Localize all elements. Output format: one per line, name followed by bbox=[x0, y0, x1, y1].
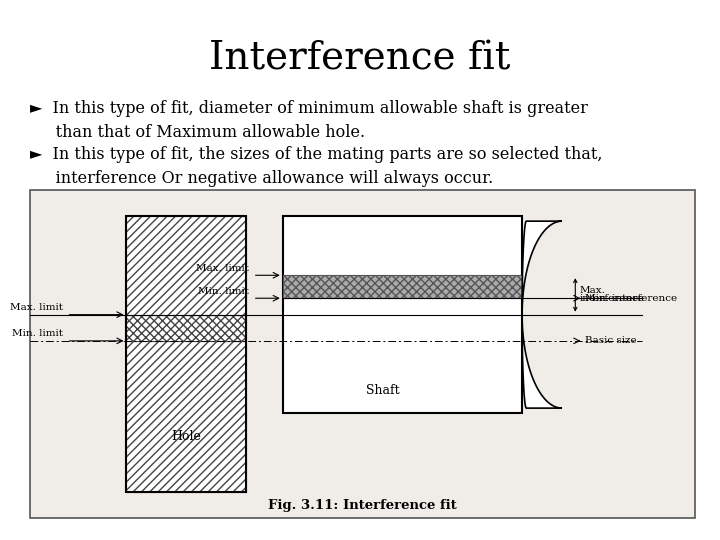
Text: Min. limit: Min. limit bbox=[199, 287, 249, 296]
Text: Max.: Max. bbox=[580, 286, 606, 295]
Text: Shaft: Shaft bbox=[366, 383, 400, 396]
Text: interference Or negative allowance will always occur.: interference Or negative allowance will … bbox=[30, 170, 493, 187]
Text: Hole: Hole bbox=[171, 429, 201, 442]
Text: Min. limit: Min. limit bbox=[12, 329, 63, 338]
Bar bbox=[283, 216, 522, 413]
Text: Basic size: Basic size bbox=[585, 336, 637, 346]
Text: than that of Maximum allowable hole.: than that of Maximum allowable hole. bbox=[30, 124, 365, 141]
Text: Interference fit: Interference fit bbox=[210, 40, 510, 77]
Polygon shape bbox=[522, 221, 562, 408]
Text: Min. interference: Min. interference bbox=[585, 294, 678, 303]
Bar bbox=[127, 315, 246, 341]
Text: Max. limit: Max. limit bbox=[10, 302, 63, 312]
Bar bbox=[127, 216, 246, 315]
Bar bbox=[127, 216, 246, 492]
Bar bbox=[283, 275, 522, 298]
Text: interference: interference bbox=[580, 294, 644, 303]
Text: Max. limit: Max. limit bbox=[197, 264, 249, 273]
Text: ►  In this type of fit, diameter of minimum allowable shaft is greater: ► In this type of fit, diameter of minim… bbox=[30, 100, 588, 117]
Text: Fig. 3.11: Interference fit: Fig. 3.11: Interference fit bbox=[268, 500, 457, 512]
Bar bbox=[30, 190, 695, 518]
Bar bbox=[127, 341, 246, 492]
Text: ►  In this type of fit, the sizes of the mating parts are so selected that,: ► In this type of fit, the sizes of the … bbox=[30, 146, 603, 163]
